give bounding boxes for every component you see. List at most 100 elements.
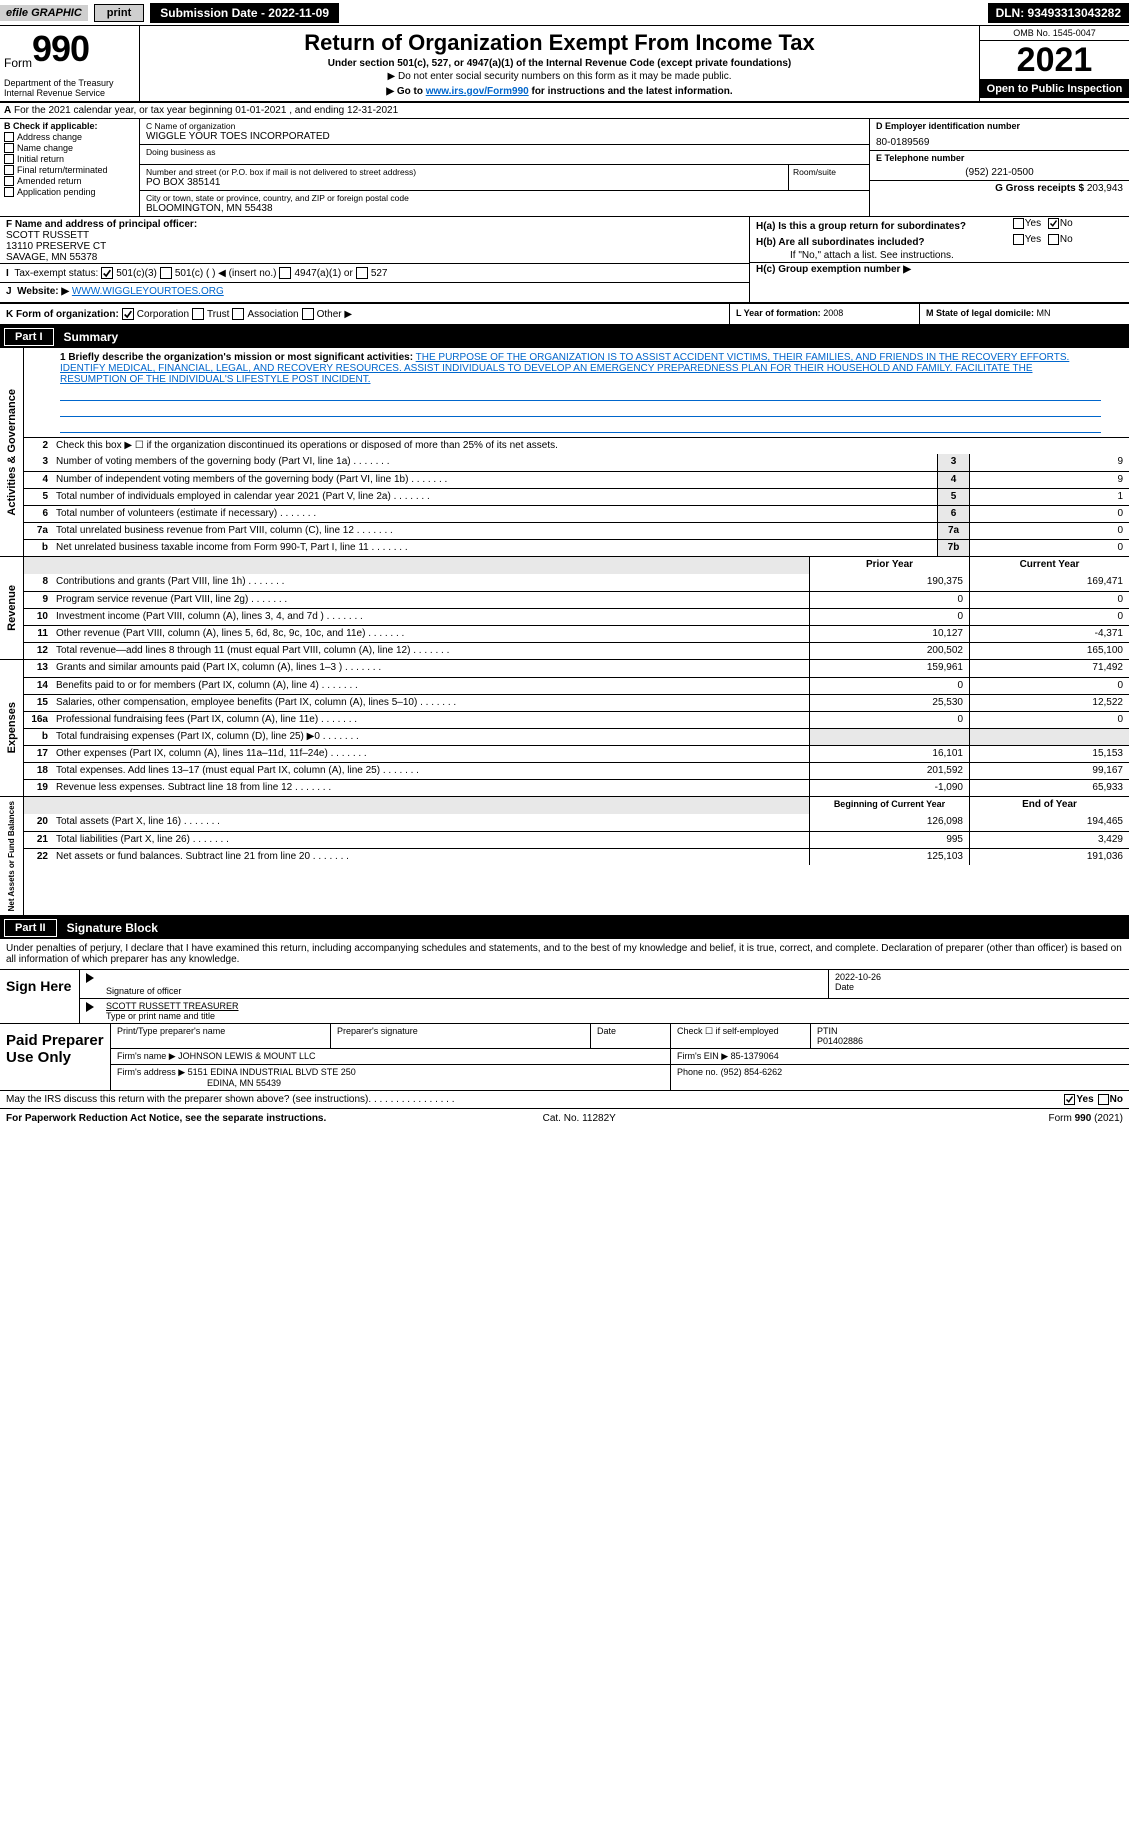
check-4947[interactable] xyxy=(279,267,291,279)
firm-name-lbl: Firm's name ▶ xyxy=(117,1051,176,1061)
checkbox-label: Address change xyxy=(17,132,82,142)
line-k-lbl: K Form of organization: xyxy=(6,309,119,320)
check-501c3[interactable] xyxy=(101,267,113,279)
col-b: B Check if applicable: Address changeNam… xyxy=(0,119,140,216)
ssn-note: ▶ Do not enter social security numbers o… xyxy=(148,71,971,82)
sig-date: 2022-10-26 xyxy=(835,972,1123,982)
topbar: efile GRAPHIC print Submission Date - 20… xyxy=(0,0,1129,26)
ha-lbl: H(a) Is this a group return for subordin… xyxy=(756,221,1006,232)
pra-notice: For Paperwork Reduction Act Notice, see … xyxy=(6,1113,326,1124)
form-footer: Form 990 (2021) xyxy=(1049,1113,1123,1124)
check-501c[interactable] xyxy=(160,267,172,279)
k-assoc[interactable] xyxy=(232,308,244,320)
k-corp-lbl: Corporation xyxy=(137,309,189,320)
checkbox[interactable] xyxy=(4,132,14,142)
k-trust[interactable] xyxy=(192,308,204,320)
ptin-lbl: PTIN xyxy=(817,1026,838,1036)
checkbox-label: Name change xyxy=(17,143,73,153)
activities-governance: Activities & Governance 1 Briefly descri… xyxy=(0,348,1129,557)
firm-name: JOHNSON LEWIS & MOUNT LLC xyxy=(178,1051,315,1061)
may-yes[interactable] xyxy=(1064,1094,1075,1105)
checkbox-label: Amended return xyxy=(17,176,82,186)
hb-lbl: H(b) Are all subordinates included? xyxy=(756,237,1006,248)
row-klm: K Form of organization: Corporation Trus… xyxy=(0,303,1129,326)
k-trust-lbl: Trust xyxy=(207,309,229,320)
checkbox[interactable] xyxy=(4,176,14,186)
sig-declaration: Under penalties of perjury, I declare th… xyxy=(0,939,1129,969)
print-button[interactable]: print xyxy=(94,4,144,22)
part2-title: Signature Block xyxy=(57,919,168,937)
irs-label: Internal Revenue Service xyxy=(4,88,135,98)
firm-addr2: EDINA, MN 55439 xyxy=(207,1078,281,1088)
arrow-icon2 xyxy=(86,1002,94,1012)
submission-date: Submission Date - 2022-11-09 xyxy=(150,3,339,23)
phone-lbl: E Telephone number xyxy=(876,153,1123,163)
street-lbl: Number and street (or P.O. box if mail i… xyxy=(146,167,782,177)
checkbox-label: Application pending xyxy=(17,187,96,197)
ein-lbl: D Employer identification number xyxy=(876,121,1123,131)
firm-phone: (952) 854-6262 xyxy=(721,1067,783,1077)
line-l-lbl: L Year of formation: xyxy=(736,308,821,318)
k-other[interactable] xyxy=(302,308,314,320)
prep-sig-lbl: Preparer's signature xyxy=(337,1026,418,1036)
website-link[interactable]: WWW.WIGGLEYOURTOES.ORG xyxy=(72,286,224,297)
form-number: Form 990 xyxy=(4,28,135,70)
part1-header: Part I Summary xyxy=(0,326,1129,348)
dln: DLN: 93493313043282 xyxy=(988,3,1129,23)
vtab-net: Net Assets or Fund Balances xyxy=(5,797,18,915)
prep-date-lbl: Date xyxy=(597,1026,616,1036)
street-val: PO BOX 385141 xyxy=(146,177,782,188)
officer-typed-name: SCOTT RUSSETT TREASURER xyxy=(106,1001,1123,1011)
form-number-990: 990 xyxy=(32,28,89,70)
ha-yes[interactable] xyxy=(1013,218,1024,229)
firm-addr-lbl: Firm's address ▶ xyxy=(117,1067,185,1077)
gross-val: 203,943 xyxy=(1087,183,1123,194)
no-lbl: No xyxy=(1060,218,1073,229)
part2-num: Part II xyxy=(4,919,57,937)
box-f: F Name and address of principal officer:… xyxy=(6,219,743,263)
may-no-lbl: No xyxy=(1110,1094,1123,1105)
officer-addr1: 13110 PRESERVE CT xyxy=(6,241,106,252)
line-m-val: MN xyxy=(1037,308,1051,318)
officer-addr2: SAVAGE, MN 55378 xyxy=(6,252,97,263)
phone-val: (952) 221-0500 xyxy=(876,167,1123,178)
hb-no[interactable] xyxy=(1048,234,1059,245)
prior-year-hdr: Prior Year xyxy=(809,557,969,574)
section-bcd: B Check if applicable: Address changeNam… xyxy=(0,119,1129,217)
checkbox[interactable] xyxy=(4,187,14,197)
sig-date-lbl: Date xyxy=(835,982,854,992)
prep-name-lbl: Print/Type preparer's name xyxy=(117,1026,225,1036)
firm-ein: 85-1379064 xyxy=(731,1051,779,1061)
checkbox[interactable] xyxy=(4,165,14,175)
form-prefix: Form xyxy=(4,56,32,70)
omb-number: OMB No. 1545-0047 xyxy=(980,26,1129,41)
website-lbl: Website: ▶ xyxy=(17,286,69,297)
box-f-lbl: F Name and address of principal officer: xyxy=(6,219,197,230)
part1-num: Part I xyxy=(4,328,54,346)
check-527[interactable] xyxy=(356,267,368,279)
box-b-title: B Check if applicable: xyxy=(4,121,135,131)
type-name-lbl: Type or print name and title xyxy=(106,1011,215,1021)
checkbox[interactable] xyxy=(4,154,14,164)
may-no[interactable] xyxy=(1098,1094,1109,1105)
paid-preparer-row: Paid Preparer Use Only Print/Type prepar… xyxy=(0,1023,1129,1090)
opt-4947: 4947(a)(1) or xyxy=(294,268,352,279)
firm-addr1: 5151 EDINA INDUSTRIAL BLVD STE 250 xyxy=(188,1067,356,1077)
ha-no[interactable] xyxy=(1048,218,1059,229)
boy-hdr: Beginning of Current Year xyxy=(809,797,969,814)
efile-label: efile GRAPHIC xyxy=(0,5,88,21)
dba-lbl: Doing business as xyxy=(146,147,863,157)
may-discuss-row: May the IRS discuss this return with the… xyxy=(0,1090,1129,1108)
goto-link[interactable]: www.irs.gov/Form990 xyxy=(426,86,529,97)
may-yes-lbl: Yes xyxy=(1076,1094,1093,1105)
checkbox[interactable] xyxy=(4,143,14,153)
form-header: Form 990 Department of the Treasury Inte… xyxy=(0,26,1129,103)
dept-treasury: Department of the Treasury xyxy=(4,78,135,88)
form-subtitle: Under section 501(c), 527, or 4947(a)(1)… xyxy=(148,58,971,69)
self-emp-lbl: Check ☐ if self-employed xyxy=(677,1026,779,1036)
section-fh: F Name and address of principal officer:… xyxy=(0,217,1129,303)
part1-title: Summary xyxy=(54,328,129,346)
k-corp[interactable] xyxy=(122,308,134,320)
officer-name: SCOTT RUSSETT xyxy=(6,230,89,241)
hb-yes[interactable] xyxy=(1013,234,1024,245)
